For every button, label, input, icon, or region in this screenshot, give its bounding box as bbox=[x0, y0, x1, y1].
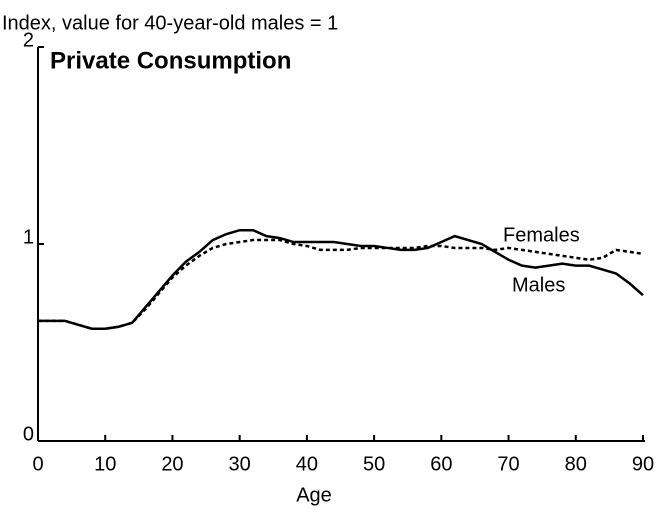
subtitle: Index, value for 40-year-old males = 1 bbox=[2, 12, 338, 34]
chart-title: Private Consumption bbox=[50, 47, 291, 74]
x-tick-label: 20 bbox=[161, 453, 183, 475]
x-tick-label: 50 bbox=[363, 453, 385, 475]
series-label: Males bbox=[512, 274, 565, 296]
x-tick-label: 40 bbox=[296, 453, 318, 475]
y-tick-label: 2 bbox=[23, 29, 34, 51]
x-tick-label: 90 bbox=[632, 453, 654, 475]
y-tick-label: 1 bbox=[23, 226, 34, 248]
series-label: Females bbox=[503, 224, 580, 246]
x-tick-label: 0 bbox=[32, 453, 43, 475]
y-tick-label: 0 bbox=[23, 423, 34, 445]
x-axis-label: Age bbox=[296, 484, 332, 506]
x-tick-label: 80 bbox=[565, 453, 587, 475]
x-tick-label: 30 bbox=[229, 453, 251, 475]
line-dashed bbox=[38, 238, 644, 330]
x-tick-label: 70 bbox=[497, 453, 519, 475]
x-tick-label: 60 bbox=[430, 453, 452, 475]
x-tick-label: 10 bbox=[94, 453, 116, 475]
